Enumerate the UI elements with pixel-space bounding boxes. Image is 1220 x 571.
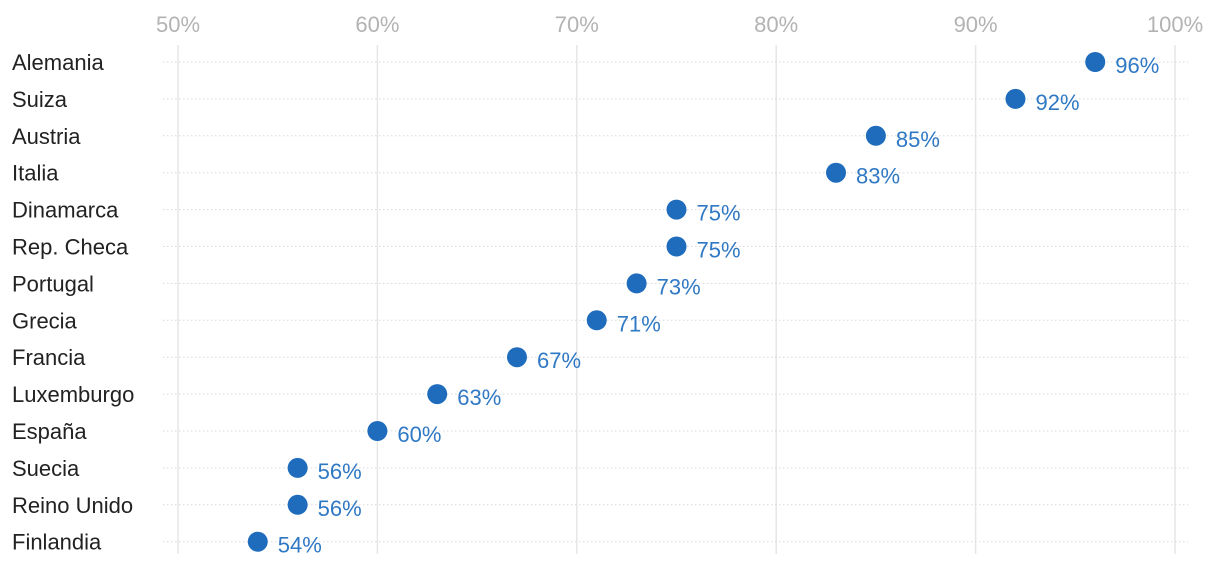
category-label-luxemburgo: Luxemburgo [12, 382, 134, 407]
value-label-suecia: 56% [318, 459, 362, 484]
data-point-portugal [626, 273, 647, 294]
category-label-finlandia: Finlandia [12, 530, 102, 555]
data-point-reino-unido [287, 494, 308, 515]
data-point-suecia [287, 457, 308, 478]
value-label-portugal: 73% [657, 274, 701, 299]
category-label-italia: Italia [12, 161, 59, 186]
data-point-finlandia [247, 531, 268, 552]
value-label-finlandia: 54% [278, 533, 322, 558]
category-label-suecia: Suecia [12, 456, 80, 481]
x-tick-label-70: 70% [555, 12, 599, 37]
x-tick-label-90: 90% [954, 12, 998, 37]
data-point-luxemburgo [427, 384, 448, 405]
category-label-alemania: Alemania [12, 50, 104, 75]
category-label-españa: España [12, 419, 87, 444]
value-label-luxemburgo: 63% [457, 385, 501, 410]
value-label-austria: 85% [896, 127, 940, 152]
value-label-italia: 83% [856, 164, 900, 189]
value-labels: 96% 92% 85% 83% 75% 75% 73% 71% 67% 63% 60% 56% 56% 5… [278, 53, 1160, 558]
category-label-francia: Francia [12, 345, 86, 370]
value-label-rep-checa: 75% [697, 238, 741, 263]
x-tick-label-100: 100% [1147, 12, 1203, 37]
value-label-francia: 67% [537, 348, 581, 373]
data-point-italia [826, 162, 847, 183]
data-point-alemania [1085, 52, 1106, 72]
category-label-dinamarca: Dinamarca [12, 198, 119, 223]
category-label-grecia: Grecia [12, 308, 78, 333]
x-tick-label-60: 60% [355, 12, 399, 37]
grid-layer [177, 45, 1176, 554]
x-tick-label-50: 50% [156, 12, 200, 37]
data-point-francia [506, 347, 527, 368]
value-label-dinamarca: 75% [697, 201, 741, 226]
value-label-suiza: 92% [1035, 90, 1079, 115]
category-label-austria: Austria [12, 124, 81, 149]
category-label-reino-unido: Reino Unido [12, 493, 133, 518]
data-point-rep-checa [666, 236, 687, 257]
data-point-españa [367, 421, 388, 441]
value-label-reino-unido: 56% [318, 496, 362, 521]
value-label-españa: 60% [397, 422, 441, 447]
data-point-dinamarca [666, 199, 687, 220]
value-label-grecia: 71% [617, 311, 661, 336]
category-labels: Alemania Suiza Austria Italia Dinamarca Rep. … [12, 50, 134, 555]
value-label-alemania: 96% [1115, 53, 1159, 78]
data-point-suiza [1005, 88, 1026, 109]
data-point-austria [865, 125, 886, 146]
category-label-portugal: Portugal [12, 271, 94, 296]
data-points [247, 52, 1106, 552]
category-label-suiza: Suiza [12, 87, 68, 112]
data-point-grecia [586, 310, 607, 331]
category-label-rep-checa: Rep. Checa [12, 235, 129, 260]
x-axis-ticks: 50% 60% 70% 80% 90% 100% [156, 12, 1203, 37]
x-tick-label-80: 80% [754, 12, 798, 37]
